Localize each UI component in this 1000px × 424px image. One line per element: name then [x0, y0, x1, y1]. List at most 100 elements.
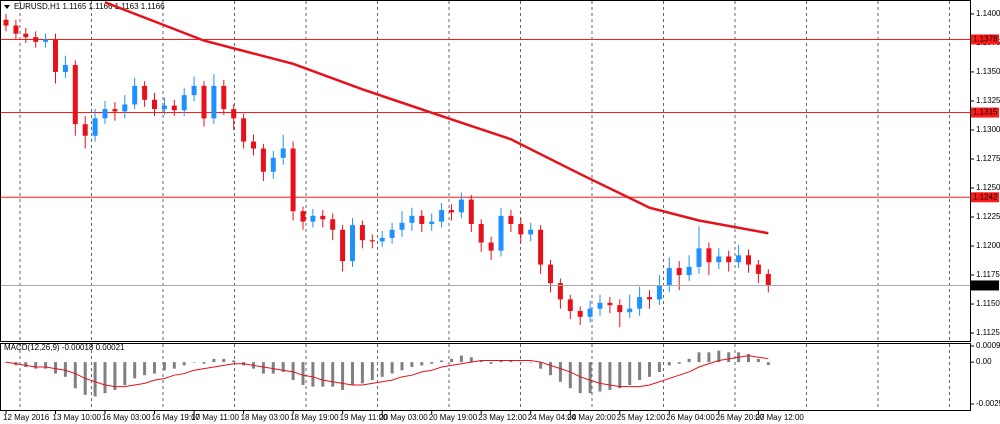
moving-average: [104, 1, 769, 235]
y-tick-label: 1.1225: [976, 212, 1000, 221]
macd-bar: [727, 352, 731, 363]
x-tick-label: 26 May 20:00: [716, 413, 765, 422]
macd-bar: [558, 362, 562, 382]
candle-body: [330, 219, 336, 230]
macd-bar: [172, 362, 176, 369]
macd-bar: [469, 357, 473, 363]
macd-bar: [410, 362, 414, 368]
candle-body: [478, 223, 484, 243]
candle-body: [191, 85, 197, 96]
macd-bar: [162, 362, 166, 371]
macd-bar: [93, 362, 97, 397]
candle-body: [241, 118, 247, 142]
candle-body: [765, 273, 771, 286]
macd-bar: [222, 358, 226, 363]
macd-bar: [44, 362, 48, 369]
macd-signal: [5, 355, 769, 388]
macd-bar: [657, 362, 661, 372]
candle-body: [112, 109, 118, 112]
macd-bar: [519, 362, 523, 363]
macd-bar: [450, 358, 453, 363]
x-tick-label: 19 May 11:00: [340, 413, 388, 422]
y-tick-label: 1.1350: [976, 67, 1000, 76]
macd-bar: [192, 362, 196, 363]
macd-bar: [232, 360, 236, 363]
candle-body: [656, 285, 662, 300]
macd-bar: [380, 362, 384, 377]
macd-bar: [321, 362, 325, 387]
candle-body: [132, 85, 138, 105]
level-label-box: [971, 192, 999, 203]
y-tick-label: 1.1125: [976, 328, 1000, 337]
candle-body: [350, 225, 355, 262]
candle-body: [617, 305, 623, 313]
candle-body: [726, 256, 732, 263]
macd-bar: [499, 360, 503, 363]
candle-body: [597, 302, 603, 309]
macd-bar: [291, 362, 295, 381]
macd-bar: [638, 362, 642, 381]
candle-body: [498, 215, 504, 251]
x-tick-label: 20 May 03:00: [379, 413, 428, 422]
x-tick-label: 20 May 19:00: [429, 413, 478, 422]
candle-body: [746, 255, 751, 265]
macd-bar: [261, 362, 265, 374]
candle-body: [468, 199, 474, 224]
y-tick-label: 1.1300: [976, 125, 1000, 134]
macd-panel: [0, 343, 971, 411]
macd-bar: [717, 350, 721, 363]
candle-body: [587, 308, 593, 317]
level-label-box: [971, 34, 999, 45]
candle-body: [181, 95, 187, 111]
candle-body: [13, 25, 19, 34]
candle-body: [627, 308, 633, 313]
candle-body: [280, 148, 286, 158]
main-panel: [0, 0, 971, 342]
y-tick-label: 1.1200: [976, 241, 1000, 250]
macd-bar: [756, 358, 760, 363]
x-tick-label: 18 May 19:00: [290, 413, 339, 422]
macd-bar: [618, 362, 622, 389]
macd-bar: [598, 362, 602, 392]
x-tick-label: 12 May 2016: [3, 413, 50, 422]
macd-bar: [390, 362, 394, 374]
candle-body: [409, 215, 415, 223]
x-tick-label: 25 May 12:00: [617, 413, 666, 422]
macd-bar: [123, 362, 127, 385]
x-tick-label: 27 May 12:00: [755, 413, 804, 422]
x-tick-label: 24 May 20:00: [567, 413, 616, 422]
y-tick-label: 1.1275: [976, 154, 1000, 163]
candle-body: [557, 283, 563, 300]
x-tick-label: 16 May 03:00: [102, 413, 151, 422]
macd-bar: [509, 360, 513, 363]
candle-body: [251, 141, 256, 149]
candle-body: [716, 256, 722, 263]
candle-body: [231, 109, 237, 119]
macd-bar: [420, 362, 424, 366]
macd-bar: [202, 362, 206, 364]
menu-arrow[interactable]: [4, 5, 10, 9]
candle-body: [3, 19, 9, 26]
macd-bar: [459, 355, 463, 363]
y-tick-label: 1.1175: [976, 270, 1000, 279]
candle-body: [369, 240, 375, 242]
candle-body: [706, 248, 712, 263]
macd-bar: [103, 362, 107, 394]
candle-body: [142, 85, 148, 100]
candle-body: [201, 85, 207, 119]
candle-body: [607, 302, 613, 306]
macd-bar: [549, 362, 552, 376]
macd-bar: [677, 362, 681, 364]
macd-bar: [73, 362, 77, 389]
candle-body: [92, 118, 98, 136]
candle-body: [171, 105, 177, 111]
candle-body: [320, 215, 326, 220]
macd-bar: [133, 362, 137, 379]
candle-body: [577, 310, 583, 317]
macd-bar: [529, 362, 533, 363]
candle-body: [102, 109, 108, 119]
macd-bar: [143, 362, 147, 376]
candle-body: [567, 299, 573, 311]
macd-bar: [212, 358, 216, 363]
current-price-box: [971, 280, 999, 291]
